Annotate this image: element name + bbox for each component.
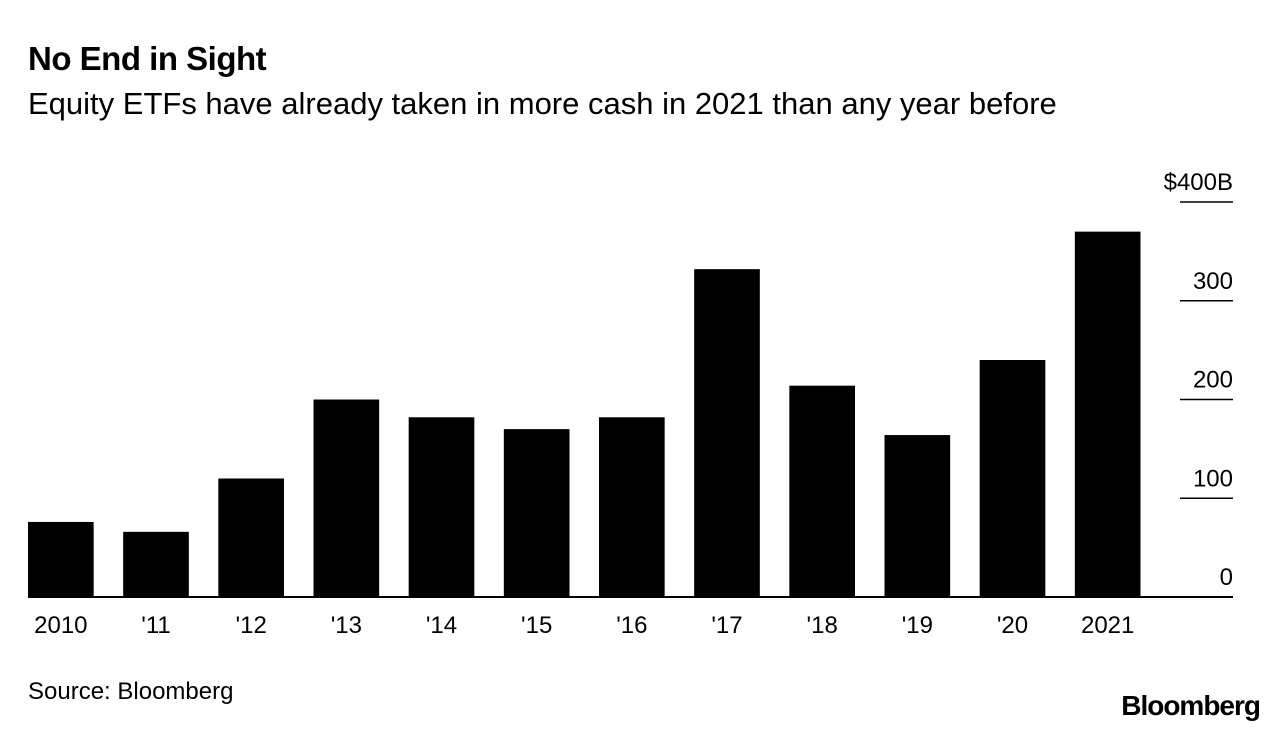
x-tick-label-3: '13 [331,612,362,639]
y-axis: 0 100 200 300 $400B [1164,169,1233,591]
source-note: Source: Bloomberg [28,678,234,705]
bar-5 [503,429,570,597]
bar-10 [979,360,1046,597]
bar-1 [123,531,189,597]
bar-0 [28,521,94,597]
y-tick-label-4: $400B [1164,169,1233,196]
x-tick-label-0: 2010 [34,612,87,639]
x-tick-label-4: '14 [426,612,457,639]
y-tick-label-2: 200 [1193,367,1233,394]
x-axis: 2010 '11 '12 '13 '14 '15 '16 '17 '18 '19 '20 2021 [28,596,1233,639]
x-tick-label-7: '17 [711,612,742,639]
chart-subtitle: Equity ETFs have already taken in more c… [28,86,1057,121]
bar-6 [599,417,665,597]
y-tick-label-3: 300 [1193,268,1233,295]
bar-4 [408,417,475,597]
x-tick-label-2: '12 [236,612,267,639]
bar-8 [789,385,855,597]
x-tick-label-6: '16 [616,612,647,639]
x-tick-label-5: '15 [521,612,552,639]
bar-7 [694,269,760,597]
bar-9 [884,435,951,597]
chart-title: No End in Sight [28,40,267,77]
bloomberg-logo: Bloomberg [1121,690,1261,721]
x-tick-label-8: '18 [807,612,838,639]
bar-3 [313,399,380,597]
bar-2 [218,478,284,597]
y-tick-label-0: 0 [1220,564,1233,591]
y-tick-label-1: 100 [1193,465,1233,492]
x-tick-label-1: '11 [141,612,171,639]
x-tick-label-10: '20 [997,612,1028,639]
x-tick-label-9: '19 [902,612,933,639]
bars-group [28,231,1141,597]
bar-11 [1074,231,1141,597]
x-tick-label-11: 2021 [1081,612,1134,639]
